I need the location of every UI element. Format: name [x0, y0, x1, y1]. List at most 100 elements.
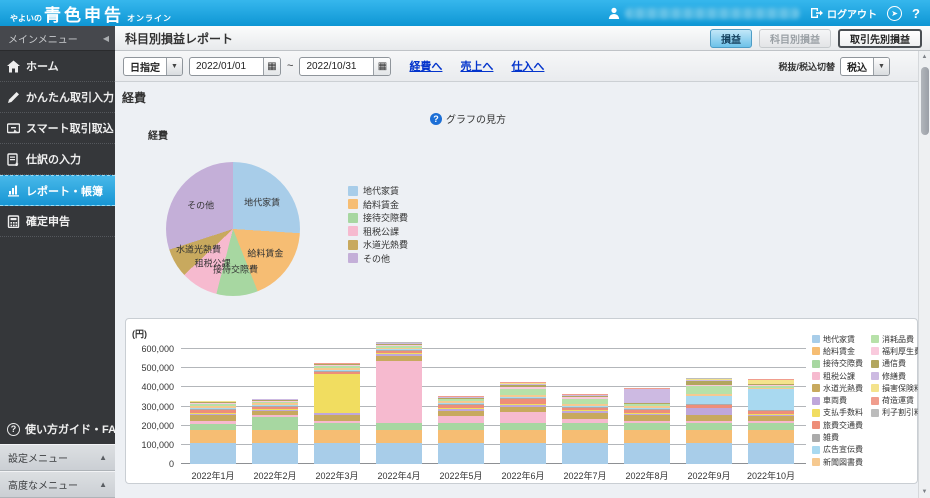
bar-segment: [438, 423, 484, 431]
legend-label: 損害保険料: [882, 383, 922, 394]
sidebar-item-reports[interactable]: レポート・帳簿: [0, 175, 115, 206]
bar-segment: [314, 430, 360, 442]
bar-segment: [624, 443, 670, 464]
stacked-bar: [624, 388, 670, 464]
bar-legend-item: 荷造運賃: [871, 394, 922, 406]
bar-segment: [686, 423, 732, 431]
graph-help-link[interactable]: ? グラフの見方: [430, 111, 506, 126]
filter-toolbar: 日指定 ▼ 2022/01/01 ▦ ~ 2022/10/31 ▦ 経費へ: [115, 51, 930, 82]
pie-legend-item: 水道光熱費: [348, 238, 408, 252]
bar-segment: [376, 443, 422, 464]
vertical-scrollbar[interactable]: ▲ ▼: [918, 51, 930, 498]
sidebar-item-smart-import[interactable]: スマート取引取込: [0, 113, 115, 144]
bar-legend-item: 通信費: [871, 358, 922, 370]
stacked-bar: [748, 379, 794, 464]
bar-segment: [314, 423, 360, 431]
date-to-value: 2022/10/31: [300, 61, 356, 72]
help-icon[interactable]: ?: [912, 6, 920, 21]
legend-label: 接待交際費: [363, 211, 408, 224]
page-title: 科目別損益レポート: [125, 30, 233, 47]
bar-legend-item: 消耗品費: [871, 333, 922, 345]
scroll-down-icon[interactable]: ▼: [919, 489, 930, 495]
bar-segment: [190, 443, 236, 464]
legend-label: 雑費: [823, 432, 839, 443]
app-logo[interactable]: やよいの 青色申告 オンライン: [10, 1, 172, 26]
stacked-bar: [562, 394, 608, 464]
settings-menu-toggle[interactable]: 設定メニュー ▲: [0, 444, 115, 471]
home-icon: [7, 60, 20, 73]
legend-column: 消耗品費福利厚生費通信費修繕費損害保険料荷造運賃利子割引料: [871, 333, 922, 468]
legend-swatch: [812, 347, 820, 355]
legend-label: 水道光熱費: [363, 238, 408, 251]
scroll-up-icon[interactable]: ▲: [919, 54, 930, 60]
section-title: 経費: [122, 89, 146, 106]
bar-segment: [748, 443, 794, 464]
bar-segment: [686, 396, 732, 404]
graph-help-label: グラフの見方: [446, 111, 506, 126]
link-sales[interactable]: 売上へ: [460, 58, 493, 74]
pie-legend-item: 租税公課: [348, 225, 408, 239]
collapse-sidebar-icon[interactable]: ◀: [103, 34, 109, 43]
link-purchases[interactable]: 仕入へ: [511, 58, 544, 74]
sidebar-item-home[interactable]: ホーム: [0, 51, 115, 82]
stacked-bar: [376, 342, 422, 464]
logout-button[interactable]: ログアウト: [810, 6, 877, 21]
tax-mode-select[interactable]: 税込 ▼: [840, 57, 890, 76]
pie-slice-label: 給料賃金: [247, 246, 283, 259]
bar-segment: [562, 443, 608, 464]
legend-label: 旅費交通費: [823, 420, 863, 431]
main-menu-label: メインメニュー: [8, 31, 78, 46]
sidebar-item-tax-return[interactable]: 確定申告: [0, 206, 115, 237]
bar-segment: [686, 408, 732, 415]
pie-slice-label: 地代家賃: [244, 195, 280, 208]
feedback-icon[interactable]: ➤: [887, 6, 902, 21]
calendar-icon[interactable]: ▦: [263, 58, 280, 75]
link-expenses[interactable]: 経費へ: [409, 58, 442, 74]
legend-swatch: [348, 226, 358, 236]
legend-swatch: [812, 434, 820, 442]
logo-main: 青色申告: [44, 1, 124, 26]
page-title-bar: 科目別損益レポート 損益 科目別損益 取引先別損益: [115, 26, 930, 51]
advanced-menu-label: 高度なメニュー: [8, 477, 78, 492]
advanced-menu-toggle[interactable]: 高度なメニュー ▲: [0, 471, 115, 498]
bar-legend-item: 損害保険料: [871, 382, 922, 394]
user-account[interactable]: [608, 7, 800, 19]
sidebar-item-easy-entry[interactable]: かんたん取引入力: [0, 82, 115, 113]
legend-label: 利子割引料: [882, 407, 922, 418]
bar-legend-item: 利子割引料: [871, 407, 922, 419]
bar-segment: [314, 374, 360, 413]
period-type-select[interactable]: 日指定 ▼: [123, 57, 183, 76]
pencil-icon: [7, 91, 20, 104]
y-axis-tick-label: 0: [126, 459, 174, 469]
stacked-bar: [314, 363, 360, 464]
tab-by-account[interactable]: 科目別損益: [759, 29, 831, 48]
main-menu-header[interactable]: メインメニュー ◀: [0, 26, 115, 51]
bar-segment: [252, 430, 298, 442]
legend-swatch: [348, 213, 358, 223]
date-to-input[interactable]: 2022/10/31 ▦: [299, 57, 391, 76]
bar-segment: [748, 430, 794, 442]
chevron-down-icon: ▼: [166, 58, 182, 75]
chevron-up-icon: ▲: [99, 480, 107, 489]
x-axis-tick-label: 2022年10月: [740, 469, 802, 482]
sidebar-item-guide-faq[interactable]: ? 使い方ガイド・FAQ: [0, 414, 115, 444]
x-axis-tick-label: 2022年1月: [182, 469, 244, 482]
x-axis-tick-label: 2022年2月: [244, 469, 306, 482]
legend-swatch: [348, 199, 358, 209]
sidebar-item-journal-entry[interactable]: 仕訳の入力: [0, 144, 115, 175]
y-axis-tick-label: 500,000: [126, 363, 174, 373]
legend-swatch: [871, 384, 879, 392]
date-range-tilde: ~: [287, 60, 293, 72]
scrollbar-thumb[interactable]: [921, 67, 929, 135]
username-redacted: [625, 8, 800, 19]
tab-profit-loss[interactable]: 損益: [710, 29, 752, 48]
bar-segment: [376, 423, 422, 431]
bar-segment: [686, 386, 732, 394]
legend-swatch: [871, 397, 879, 405]
bar-legend-item: 接待交際費: [812, 358, 863, 370]
bar-segment: [252, 443, 298, 464]
date-from-input[interactable]: 2022/01/01 ▦: [189, 57, 281, 76]
tab-by-client[interactable]: 取引先別損益: [838, 29, 922, 48]
legend-swatch: [812, 421, 820, 429]
calendar-icon[interactable]: ▦: [373, 58, 390, 75]
